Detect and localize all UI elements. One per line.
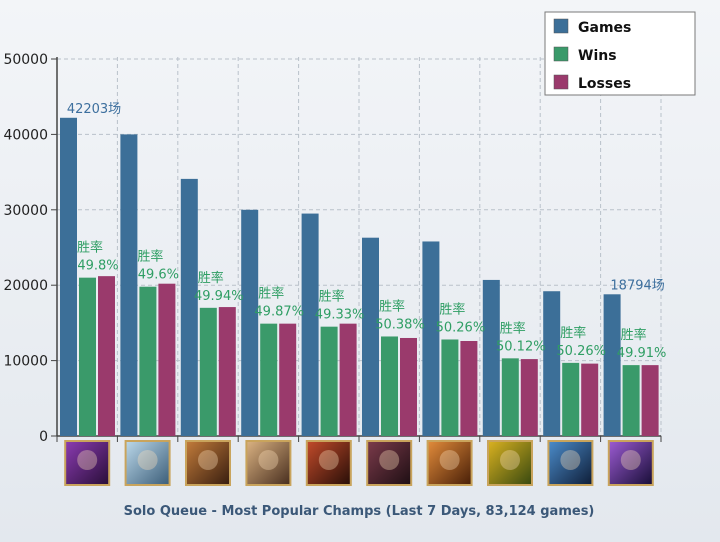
chart-title: Solo Queue - Most Popular Champs (Last 7… — [124, 504, 595, 519]
win-rate-label: 49.87% — [254, 305, 304, 320]
win-rate-label: 49.8% — [77, 259, 118, 274]
champion-face-icon — [258, 450, 279, 470]
champion-portrait-9 — [549, 442, 592, 484]
champion-face-icon — [77, 450, 98, 470]
bar-losses-10 — [641, 365, 659, 436]
champion-portrait-3 — [187, 442, 229, 484]
bar-wins-8 — [501, 358, 519, 436]
bar-games-9 — [543, 291, 561, 436]
bar-losses-8 — [520, 359, 538, 436]
data-labels: 胜率 49.8% 胜率 49.6% 胜率 49.94% 胜率 49.87% 胜率 49.33% 胜率… — [67, 102, 667, 361]
bar-wins-2 — [139, 286, 157, 436]
win-rate-caption: 胜率 — [379, 298, 405, 314]
y-tick-label: 50000 — [3, 52, 48, 68]
bar-losses-2 — [158, 283, 176, 436]
champion-portrait-2 — [126, 442, 169, 484]
bar-games-4 — [241, 209, 259, 436]
y-tick-label: 10000 — [3, 354, 48, 370]
win-rate-label: 50.12% — [496, 339, 546, 354]
champion-portrait-8 — [489, 442, 531, 484]
champion-portrait-7 — [428, 442, 471, 484]
bar-games-3 — [180, 178, 198, 437]
bar-wins-6 — [381, 336, 398, 436]
bar-wins-10 — [622, 365, 640, 436]
grid-lines — [57, 57, 662, 436]
bar-wins-5 — [320, 326, 338, 436]
champion-portrait-1 — [66, 442, 109, 484]
games-total-label: 42203场 — [67, 102, 121, 117]
champion-face-icon — [620, 450, 641, 470]
bar-losses-9 — [581, 363, 599, 436]
champion-icons — [64, 440, 654, 486]
win-rate-label: 49.94% — [194, 289, 244, 304]
champion-face-icon — [560, 450, 581, 470]
win-rate-caption: 胜率 — [621, 327, 647, 343]
legend-swatch-games — [553, 18, 569, 34]
legend-label-losses: Losses — [578, 76, 631, 92]
legend-swatch-losses — [553, 74, 569, 90]
champion-portrait-4 — [247, 442, 290, 484]
bar-games-8 — [482, 279, 500, 436]
champion-face-icon — [198, 450, 218, 470]
bar-games-10 — [603, 294, 621, 436]
win-rate-label: 49.33% — [315, 308, 365, 323]
win-rate-caption: 胜率 — [137, 249, 163, 265]
bar-wins-3 — [199, 307, 217, 436]
y-tick-label: 0 — [39, 429, 48, 445]
bar-losses-1 — [98, 276, 115, 436]
champion-face-icon — [137, 450, 158, 470]
win-rate-caption: 胜率 — [319, 289, 345, 305]
win-rate-caption: 胜率 — [258, 286, 284, 302]
champion-face-icon — [318, 450, 339, 470]
champion-portrait-10 — [609, 442, 652, 484]
win-rate-caption: 胜率 — [500, 320, 526, 336]
bar-losses-7 — [460, 340, 478, 436]
games-total-label: 18794场 — [610, 278, 664, 293]
bar-wins-4 — [260, 323, 278, 436]
win-rate-caption: 胜率 — [198, 270, 224, 286]
bar-games-7 — [422, 241, 440, 436]
win-rate-label: 50.38% — [375, 317, 425, 332]
bar-wins-9 — [562, 362, 580, 436]
bars — [60, 117, 659, 437]
y-tick-label: 40000 — [3, 127, 48, 143]
champion-face-icon — [500, 450, 520, 470]
win-rate-label: 49.6% — [138, 268, 179, 283]
bar-games-6 — [362, 237, 379, 436]
bar-losses-6 — [400, 337, 417, 436]
legend-box — [544, 11, 696, 96]
legend: Games Wins Losses — [544, 11, 696, 96]
win-rate-label: 50.26% — [556, 344, 606, 359]
bar-games-1 — [60, 117, 77, 437]
bar-losses-4 — [279, 323, 297, 436]
champion-face-icon — [379, 450, 400, 470]
win-rate-caption: 胜率 — [77, 240, 103, 256]
champion-portrait-5 — [307, 442, 350, 484]
win-rate-caption: 胜率 — [560, 325, 586, 341]
champion-portrait-6 — [368, 442, 411, 484]
bar-losses-3 — [218, 307, 236, 436]
y-tick-label: 30000 — [3, 203, 48, 219]
bar-wins-1 — [79, 277, 96, 436]
y-tick-label: 20000 — [3, 278, 48, 294]
win-rate-caption: 胜率 — [439, 301, 465, 317]
win-rate-label: 50.26% — [436, 320, 486, 335]
legend-label-wins: Wins — [578, 48, 617, 64]
champion-face-icon — [439, 450, 460, 470]
bar-losses-5 — [339, 323, 357, 436]
legend-label-games: Games — [578, 20, 631, 36]
bar-games-5 — [301, 213, 319, 436]
axes: 0 10000 20000 30000 40000 50000 — [3, 52, 662, 445]
bar-wins-7 — [441, 339, 459, 436]
win-rate-label: 49.91% — [617, 346, 667, 361]
bar-games-2 — [120, 134, 138, 436]
legend-swatch-wins — [553, 46, 569, 62]
